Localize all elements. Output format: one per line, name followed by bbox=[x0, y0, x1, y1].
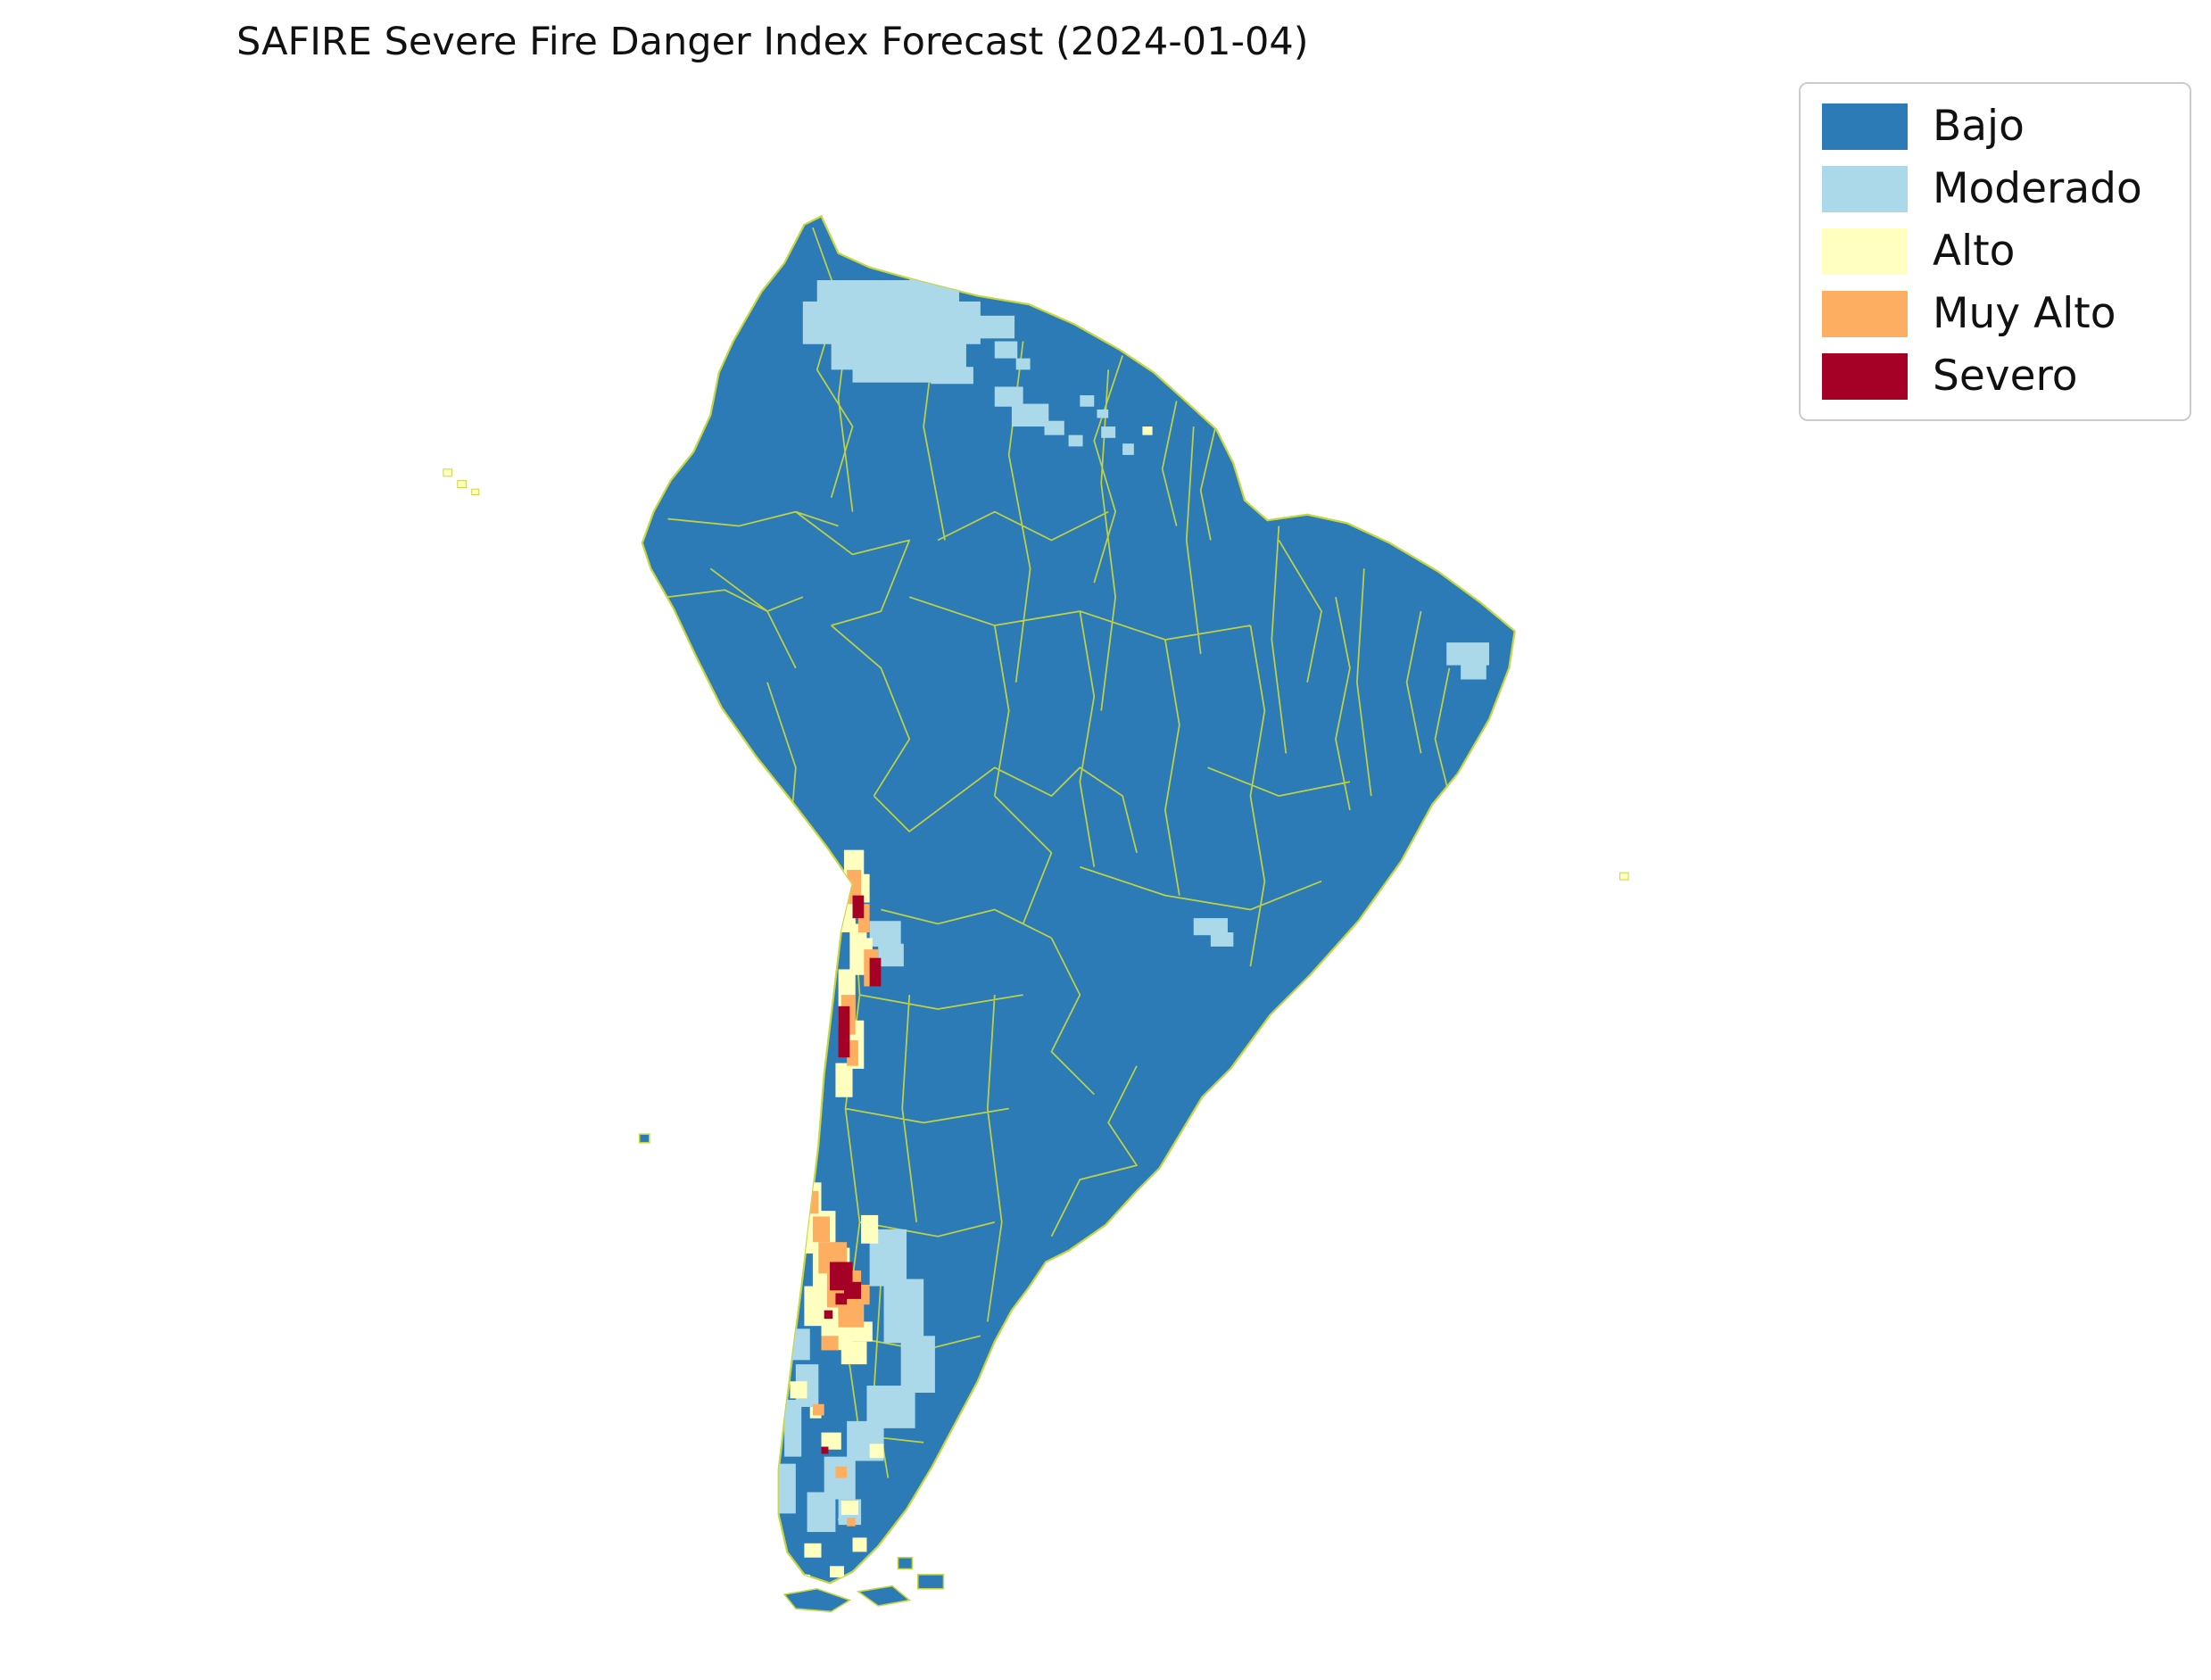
moderado-regions bbox=[778, 269, 1489, 1533]
legend-swatch-muy-alto bbox=[1822, 291, 1908, 337]
chart-title: SAFIRE Severe Fire Danger Index Forecast… bbox=[236, 20, 1309, 64]
continent-landmass bbox=[641, 214, 1516, 1585]
southern-islands bbox=[783, 1556, 945, 1613]
legend-label: Moderado bbox=[1933, 164, 2142, 214]
legend-swatch-bajo bbox=[1822, 103, 1908, 150]
admin-boundaries bbox=[667, 227, 1451, 1521]
legend-swatch-moderado bbox=[1822, 166, 1908, 212]
legend-swatch-severo bbox=[1822, 353, 1908, 400]
legend-label: Bajo bbox=[1933, 102, 2025, 152]
legend-swatch-alto bbox=[1822, 228, 1908, 275]
legend-item: Muy Alto bbox=[1822, 291, 2163, 337]
legend-label: Alto bbox=[1933, 227, 2016, 277]
legend-label: Severo bbox=[1933, 352, 2078, 401]
legend-item: Moderado bbox=[1822, 166, 2163, 212]
severo-regions bbox=[821, 895, 882, 1454]
legend: Bajo Moderado Alto Muy Alto Severo bbox=[1799, 82, 2191, 421]
offshore-islands bbox=[443, 468, 1629, 1144]
legend-item: Severo bbox=[1822, 353, 2163, 400]
pacific-island-speck bbox=[638, 1133, 650, 1144]
legend-item: Bajo bbox=[1822, 103, 2163, 150]
legend-item: Alto bbox=[1822, 228, 2163, 275]
legend-label: Muy Alto bbox=[1933, 289, 2116, 339]
